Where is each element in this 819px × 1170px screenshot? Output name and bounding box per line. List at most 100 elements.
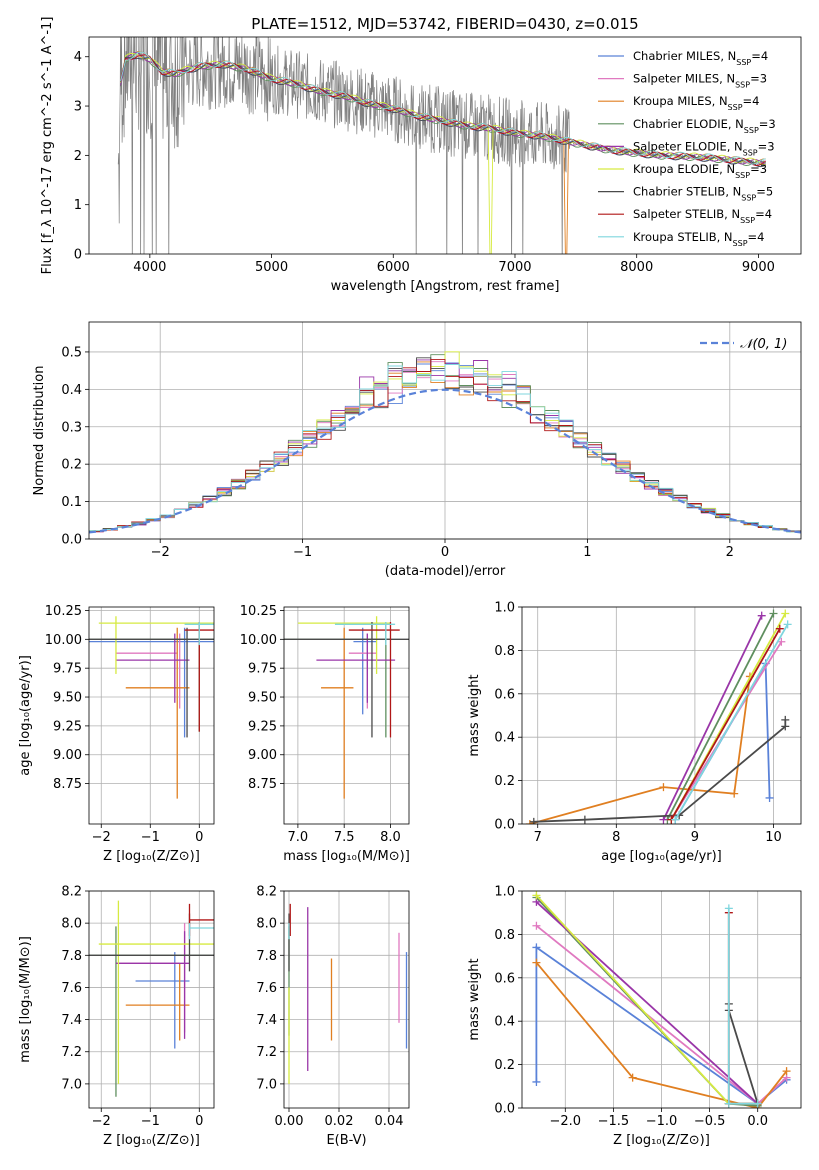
x-tick-label: 0.04: [375, 1114, 404, 1129]
weight-point: [532, 1077, 541, 1086]
legend-label: Chabrier MILES, NSSP=4: [633, 49, 768, 67]
x-tick-label: −1.5: [598, 1114, 630, 1129]
y-tick-label: 0.4: [61, 383, 82, 398]
y-tick-label: 7.6: [256, 981, 277, 996]
y-tick-label: 0.8: [494, 644, 515, 659]
normal-reference-curve: [89, 388, 801, 534]
x-tick-label: −0.5: [694, 1114, 726, 1129]
weight-point: [783, 620, 792, 629]
y-tick-label: 0.2: [61, 458, 82, 473]
x-axis-label: Z [log₁₀(Z/Z⊙)]: [613, 1133, 710, 1148]
x-tick-label: −1: [141, 1114, 160, 1129]
y-tick-label: 0.6: [494, 687, 515, 702]
y-tick-label: 9.75: [248, 662, 277, 677]
y-tick-label: 7.4: [256, 1013, 277, 1028]
x-tick-label: 9000: [742, 260, 775, 275]
weight-line: [662, 615, 763, 821]
plot-area: [288, 903, 408, 1084]
y-tick-label: 4: [74, 50, 82, 65]
figure-title: PLATE=1512, MJD=53742, FIBERID=0430, z=0…: [251, 15, 638, 33]
y-tick-label: 2: [74, 149, 82, 164]
y-tick-label: 10.00: [45, 633, 82, 648]
weight-line: [529, 676, 751, 824]
y-tick-label: 1: [74, 198, 82, 213]
weight-point: [532, 921, 541, 930]
panel-mass-vs-age: 7.0 7.5 8.0 8.75 9.00 9.25 9.50 9.75 10.00 10.25 m…: [240, 604, 410, 864]
x-tick-label: −2: [151, 545, 170, 560]
weight-point: [775, 624, 784, 633]
weight-point: [532, 943, 541, 952]
weight-line: [533, 719, 787, 823]
weight-point: [769, 609, 778, 618]
y-tick-label: 3: [74, 100, 82, 115]
y-tick-label: 8.2: [61, 885, 82, 900]
plot-area: [89, 616, 214, 799]
panel-residual-histogram: −2 −1 0 1 2 0.0 0.1 0.2 0.3 0.4 0.5 (data-model)/er…: [32, 321, 802, 579]
x-axis-label: (data-model)/error: [385, 564, 506, 579]
x-tick-label: 8.0: [380, 830, 401, 845]
x-axis-label: E(B-V): [326, 1133, 366, 1148]
y-tick-label: 0.3: [61, 420, 82, 435]
y-tick-label: 8.75: [53, 777, 82, 792]
legend-label: Chabrier STELIB, NSSP=5: [633, 185, 773, 203]
x-tick-label: 7.0: [288, 830, 309, 845]
x-tick-label: 9: [691, 830, 699, 845]
weight-point: [659, 815, 668, 824]
x-tick-label: 0: [195, 830, 203, 845]
y-tick-label: 0.8: [494, 928, 515, 943]
y-tick-label: 7.0: [61, 1077, 82, 1092]
y-tick-label: 9.50: [248, 691, 277, 706]
x-axis-label: wavelength [Angstrom, rest frame]: [331, 279, 560, 294]
y-tick-label: 10.00: [240, 633, 277, 648]
x-tick-label: −2: [92, 830, 111, 845]
weight-point: [628, 1073, 637, 1082]
legend-label: Chabrier ELODIE, NSSP=3: [633, 117, 776, 135]
axes-frame: [88, 606, 215, 825]
x-tick-label: 7000: [498, 260, 531, 275]
panel-z-vs-mass: −2 −1 0 7.0 7.2 7.4 7.6 7.8 8.0 8.2 Z [log₁₀(Z/Z⊙)…: [18, 885, 215, 1148]
panel-z-vs-mass-weight: −2.0 −1.5 −1.0 −0.5 0.0 0.0 0.2 0.4 0.6 0.8 1.0 Z […: [467, 885, 802, 1148]
axes-frame: [88, 890, 215, 1109]
weight-point: [765, 793, 774, 802]
y-tick-label: 0.0: [494, 1102, 515, 1117]
x-axis-label: Z [log₁₀(Z/Z⊙)]: [103, 1133, 200, 1148]
x-axis-label: Z [log₁₀(Z/Z⊙)]: [103, 849, 200, 864]
panel-ebv-vs-mass: 0.00 0.02 0.04 7.0 7.2 7.4 7.6 7.8 8.0 8.2 E(B-V): [256, 885, 410, 1148]
plot-area: [532, 891, 791, 1108]
y-tick-label: 0.1: [61, 495, 82, 510]
x-tick-label: 0.02: [325, 1114, 354, 1129]
x-tick-label: −2.0: [550, 1114, 582, 1129]
weight-line: [535, 962, 788, 1108]
plot-area: [284, 616, 409, 799]
panel-age-vs-mass-weight: 7 8 9 10 0.0 0.2 0.4 0.6 0.8 1.0 age [log₁₀(age/yr…: [467, 601, 802, 864]
legend-label: Salpeter STELIB, NSSP=4: [633, 207, 772, 225]
y-tick-label: 7.8: [256, 949, 277, 964]
x-tick-label: 1: [583, 545, 591, 560]
weight-line: [727, 908, 758, 1105]
axes-frame: [283, 606, 410, 825]
y-tick-label: 10.25: [45, 604, 82, 619]
weight-point: [724, 904, 733, 913]
plot-area: [89, 900, 214, 1097]
y-tick-label: 9.25: [53, 719, 82, 734]
x-tick-label: −2: [92, 1114, 111, 1129]
weight-point: [659, 783, 668, 792]
weight-point: [757, 611, 766, 620]
x-axis-label: mass [log₁₀(M/M⊙)]: [283, 849, 410, 864]
legend-label: Kroupa MILES, NSSP=4: [633, 94, 759, 112]
y-tick-label: 0.0: [494, 818, 515, 833]
model-spectrum-line: [120, 51, 766, 254]
model-spectrum-line: [120, 51, 766, 165]
y-tick-label: 8.75: [248, 777, 277, 792]
weight-point: [781, 715, 790, 724]
y-axis-label: mass weight: [467, 958, 482, 1040]
x-tick-label: −1: [141, 830, 160, 845]
y-tick-label: 7.0: [256, 1077, 277, 1092]
x-tick-label: 6000: [377, 260, 410, 275]
axes-frame: [283, 890, 410, 1109]
weight-point: [532, 958, 541, 967]
y-tick-label: 0.4: [494, 1015, 515, 1030]
panel-spectrum: 4000 5000 6000 7000 8000 9000 0 1 2 3 4 wavelength …: [40, 17, 802, 294]
weight-point: [532, 891, 541, 900]
